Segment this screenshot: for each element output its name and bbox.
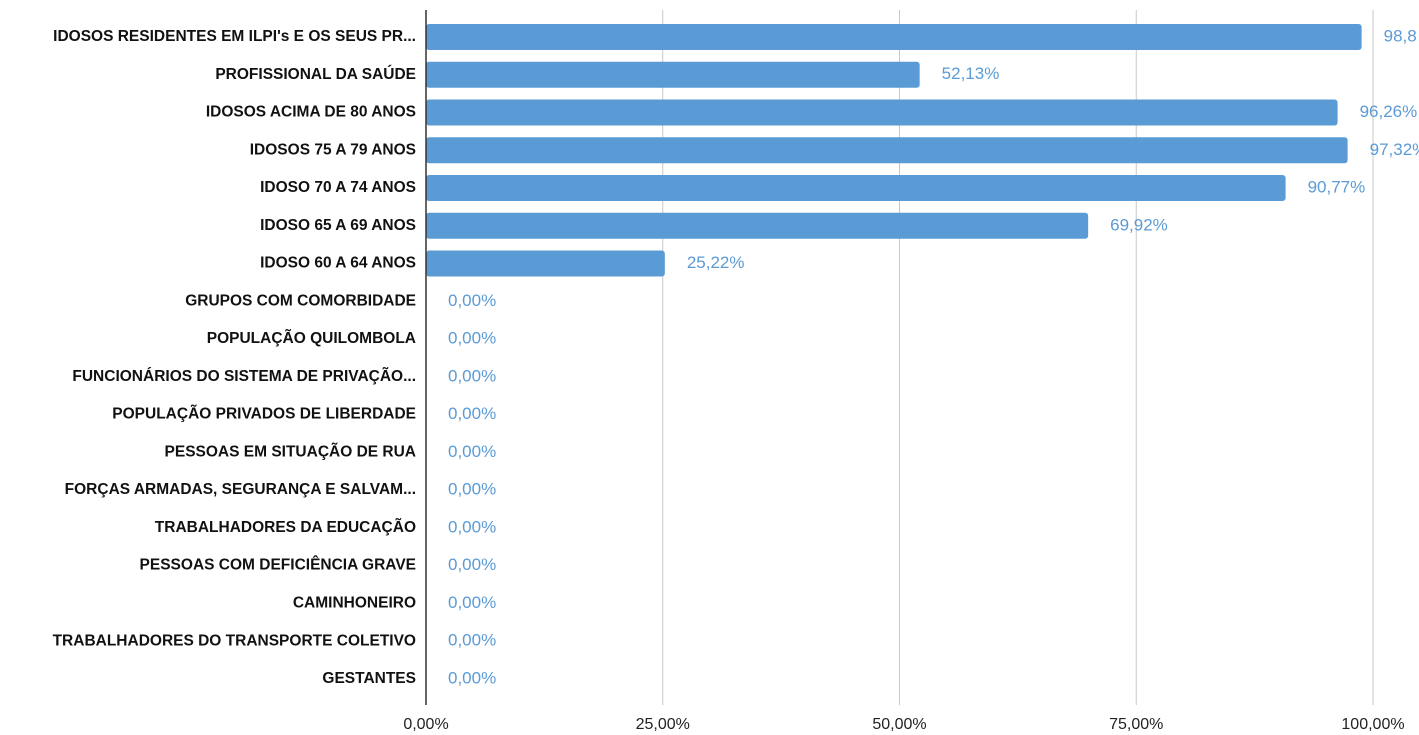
value-label: 0,00% (448, 480, 496, 499)
value-label: 0,00% (448, 291, 496, 310)
value-label: 0,00% (448, 631, 496, 650)
y-tick-label: IDOSO 70 A 74 ANOS (260, 179, 416, 196)
value-label: 0,00% (448, 555, 496, 574)
y-tick-label: IDOSOS 75 A 79 ANOS (250, 141, 416, 158)
value-label: 69,92% (1110, 215, 1168, 234)
bar (426, 61, 920, 88)
y-tick-label: TRABALHADORES DO TRANSPORTE COLETIVO (53, 632, 416, 649)
value-label: 97,32% (1370, 140, 1419, 159)
value-label: 90,77% (1308, 178, 1366, 197)
value-label: 0,00% (448, 442, 496, 461)
x-tick-label: 25,00% (636, 716, 690, 733)
y-tick-label: PROFISSIONAL DA SAÚDE (215, 65, 416, 83)
bar (426, 250, 665, 277)
x-tick-label: 0,00% (403, 716, 448, 733)
value-label: 0,00% (448, 329, 496, 348)
value-label: 0,00% (448, 404, 496, 423)
y-tick-label: CAMINHONEIRO (293, 594, 416, 611)
y-tick-label: IDOSOS RESIDENTES EM ILPI's E OS SEUS PR… (53, 28, 416, 45)
y-tick-label: PESSOAS COM DEFICIÊNCIA GRAVE (140, 556, 416, 574)
y-tick-label: GRUPOS COM COMORBIDADE (185, 292, 416, 309)
bar (426, 175, 1286, 202)
bar (426, 99, 1338, 126)
bar (426, 212, 1089, 239)
y-tick-label: POPULAÇÃO PRIVADOS DE LIBERDADE (112, 405, 416, 423)
y-tick-label: FUNCIONÁRIOS DO SISTEMA DE PRIVAÇÃO... (72, 367, 416, 385)
y-tick-label: GESTANTES (322, 670, 416, 687)
y-tick-label: POPULAÇÃO QUILOMBOLA (207, 329, 416, 347)
y-tick-label: IDOSO 65 A 69 ANOS (260, 217, 416, 234)
value-label: 25,22% (687, 253, 745, 272)
value-label: 96,26% (1360, 102, 1418, 121)
value-label: 0,00% (448, 593, 496, 612)
x-tick-label: 50,00% (872, 716, 926, 733)
x-tick-label: 100,00% (1341, 716, 1404, 733)
value-label: 98,8 (1384, 26, 1417, 45)
value-label: 0,00% (448, 668, 496, 687)
value-label: 0,00% (448, 366, 496, 385)
value-label: 52,13% (942, 64, 1000, 83)
y-tick-label: IDOSO 60 A 64 ANOS (260, 255, 416, 272)
y-tick-label: PESSOAS EM SITUAÇÃO DE RUA (165, 442, 416, 460)
x-tick-label: 75,00% (1109, 716, 1163, 733)
y-tick-label: FORÇAS ARMADAS, SEGURANÇA E SALVAM... (65, 481, 416, 498)
value-label: 0,00% (448, 517, 496, 536)
y-tick-label: IDOSOS ACIMA DE 80 ANOS (206, 104, 416, 121)
y-tick-label: TRABALHADORES DA EDUCAÇÃO (155, 518, 416, 536)
bar (426, 137, 1348, 164)
bar (426, 24, 1362, 50)
